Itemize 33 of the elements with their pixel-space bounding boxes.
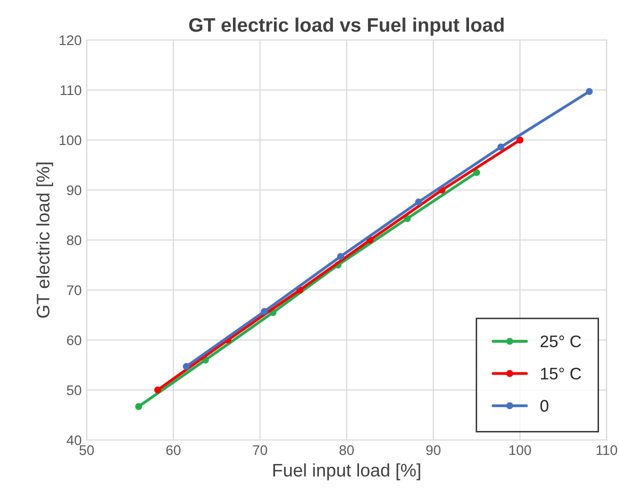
y-tick-label: 90 bbox=[67, 185, 82, 196]
y-tick-label: 80 bbox=[66, 235, 82, 246]
chart-title: GT electric load vs Fuel input load bbox=[189, 18, 504, 36]
point bbox=[154, 386, 162, 394]
x-tick-label: 110 bbox=[596, 445, 618, 456]
y-axis-title: GT electric load [%] bbox=[36, 162, 54, 318]
y-tick-label: 70 bbox=[67, 285, 82, 296]
y-tick-label: 40 bbox=[66, 435, 82, 446]
legend-label: 0 bbox=[540, 400, 548, 412]
y-tick-label: 60 bbox=[67, 335, 82, 346]
y-tick-label: 100 bbox=[60, 135, 82, 146]
y-tick-label: 50 bbox=[66, 385, 82, 396]
point bbox=[497, 144, 504, 150]
y-tick-label: 110 bbox=[60, 85, 82, 96]
legend-label: 15° C bbox=[541, 368, 581, 380]
x-tick-label: 100 bbox=[509, 445, 532, 456]
point bbox=[404, 215, 411, 222]
point bbox=[337, 253, 344, 260]
point bbox=[182, 363, 190, 370]
x-tick-label: 70 bbox=[252, 445, 268, 456]
point bbox=[586, 88, 593, 95]
legend-label: 25° C bbox=[540, 335, 581, 348]
x-tick-label: 60 bbox=[166, 445, 180, 456]
x-tick-label: 80 bbox=[340, 445, 354, 456]
point bbox=[473, 169, 480, 176]
x-tick-label: 50 bbox=[79, 445, 94, 456]
point bbox=[135, 403, 142, 410]
point bbox=[415, 198, 422, 206]
x-tick-label: 90 bbox=[426, 445, 440, 456]
y-tick-label: 120 bbox=[60, 35, 82, 46]
point bbox=[260, 308, 268, 315]
x-axis-title: Fuel input load [%] bbox=[273, 463, 420, 480]
point bbox=[516, 136, 524, 144]
